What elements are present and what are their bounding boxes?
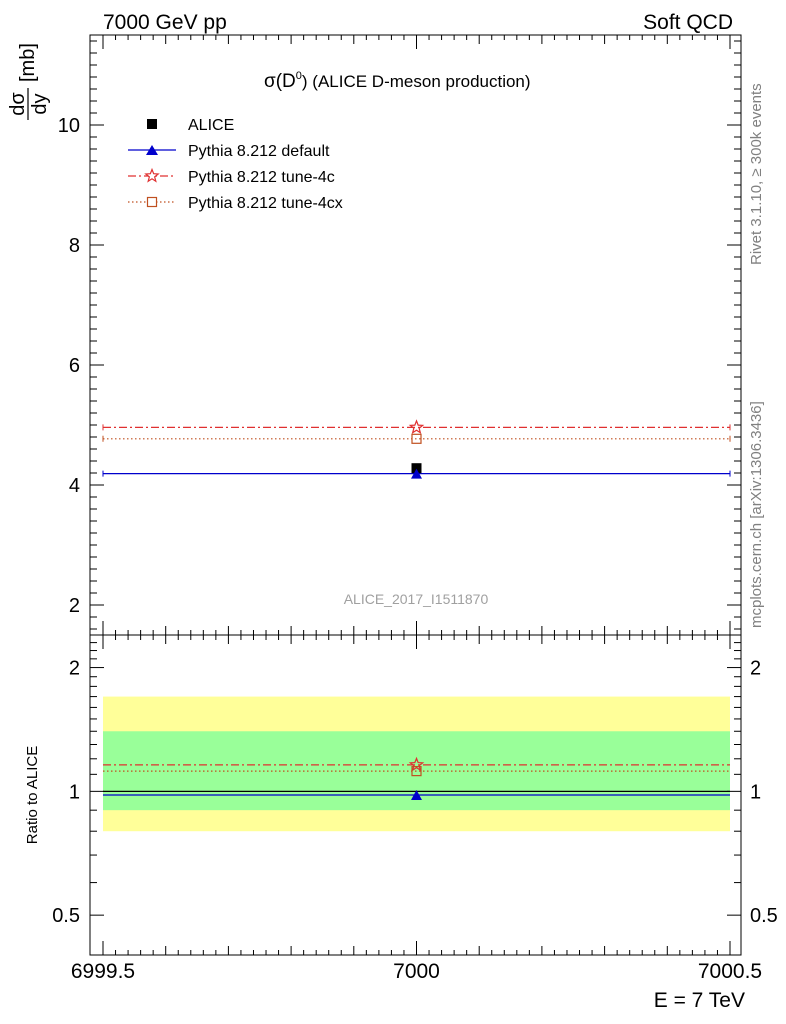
y-tick-label: 2 <box>69 595 80 617</box>
main-ylabel: dσ dy [mb] <box>7 43 51 120</box>
marker-default <box>411 789 422 800</box>
main-series-markers <box>408 419 425 479</box>
y-tick-label: 8 <box>69 235 80 257</box>
main-title-suffix: ) (ALICE D-meson production) <box>302 72 531 91</box>
x-tick-labels: 6999.5 7000 7000.5 <box>71 960 762 983</box>
marker-default <box>411 468 422 479</box>
x-axis-label: E = 7 TeV <box>654 989 745 1012</box>
ratio-y-tick-label-right: 0.5 <box>750 905 778 927</box>
marker-tune-4cx <box>411 766 422 777</box>
main-title-sup: 0 <box>296 70 302 82</box>
legend: ALICE Pythia 8.212 default Pythia 8.212 … <box>128 117 343 212</box>
legend-entry-default: Pythia 8.212 default <box>128 143 330 160</box>
y-tick-label: 6 <box>69 355 80 377</box>
marker-alice <box>411 463 422 474</box>
ratio-y-tick-label-left: 1 <box>69 781 80 803</box>
header-right: Soft QCD <box>643 11 733 34</box>
rivet-label: Rivet 3.1.10, ≥ 300k events <box>748 83 765 265</box>
ratio-panel: 0.5 0.5 1 1 2 2 Ratio to ALICE 6999.5 7000 7000… <box>24 634 778 1012</box>
ratio-series-markers <box>408 756 425 800</box>
main-title: σ(D0) (ALICE D-meson production) <box>264 70 531 92</box>
analysis-watermark: ALICE_2017_I1511870 <box>344 591 489 607</box>
legend-label-tune-4c: Pythia 8.212 tune-4c <box>188 169 335 186</box>
legend-label-default: Pythia 8.212 default <box>188 143 330 160</box>
main-title-prefix: σ(D <box>264 71 296 92</box>
marker-tune-4cx <box>411 433 422 444</box>
ratio-y-tick-label-left: 2 <box>69 658 80 680</box>
x-tick-label: 6999.5 <box>71 960 135 983</box>
marker-tune-4c <box>408 756 425 772</box>
main-ylabel-den: dy <box>29 93 51 114</box>
x-tick-label: 7000 <box>393 960 440 983</box>
main-axis-ticks: 2 4 6 8 10 <box>58 35 741 635</box>
marker-tune-4c <box>408 419 425 435</box>
ratio-axis-ticks: 0.5 0.5 1 1 2 2 <box>52 634 778 956</box>
ratio-y-tick-label-right: 2 <box>750 658 761 680</box>
legend-entry-tune-4cx: Pythia 8.212 tune-4cx <box>128 195 343 212</box>
main-ylabel-num: dσ <box>7 92 29 116</box>
ratio-uncertainty-bands <box>103 696 730 832</box>
main-ylabel-unit: [mb] <box>17 43 39 82</box>
mcplots-label: mcplots.cern.ch [arXiv:1306.3436] <box>748 401 765 628</box>
legend-entry-alice: ALICE <box>147 117 234 134</box>
ratio-frame <box>89 634 742 956</box>
legend-label-tune-4cx: Pythia 8.212 tune-4cx <box>188 195 343 212</box>
y-tick-label: 4 <box>69 475 80 497</box>
legend-entry-tune-4c: Pythia 8.212 tune-4c <box>128 167 335 186</box>
y-tick-label: 10 <box>58 115 80 137</box>
ratio-ylabel: Ratio to ALICE <box>24 746 41 844</box>
ratio-y-tick-label-right: 1 <box>750 781 761 803</box>
x-tick-label: 7000.5 <box>698 960 762 983</box>
header-left: 7000 GeV pp <box>103 11 227 34</box>
ratio-y-tick-label-left: 0.5 <box>52 905 80 927</box>
legend-label-alice: ALICE <box>188 117 234 134</box>
